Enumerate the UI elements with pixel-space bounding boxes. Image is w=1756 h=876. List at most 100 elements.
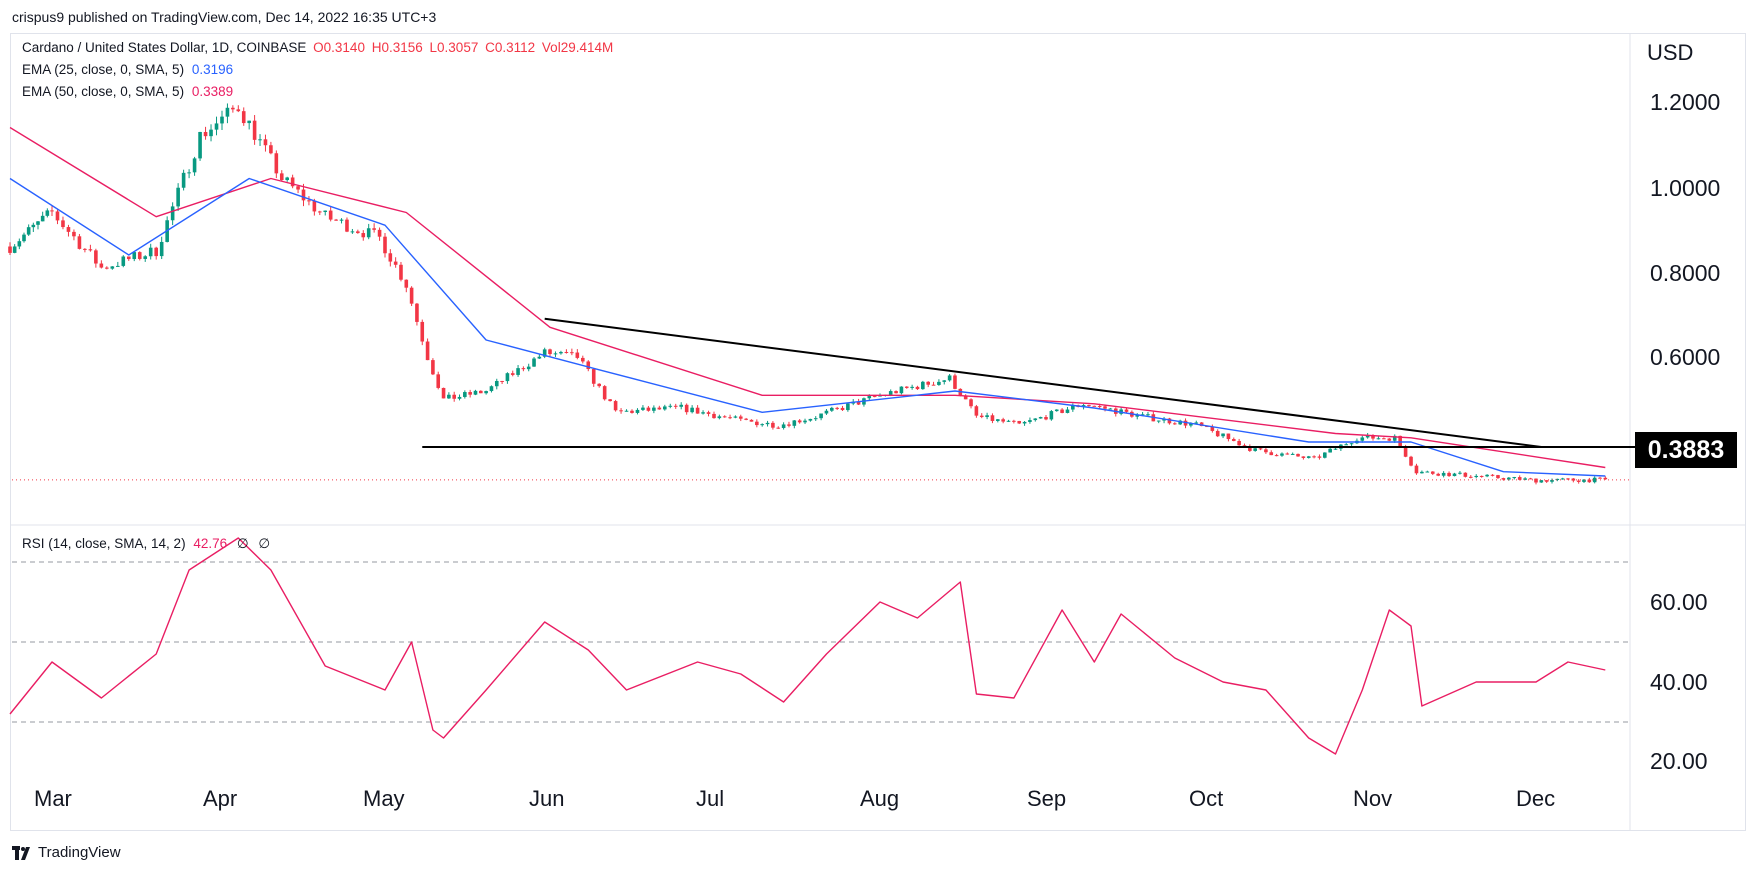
rsi-extra-2: ∅ xyxy=(258,536,271,551)
candle-body xyxy=(749,419,754,422)
candle-body xyxy=(542,349,547,357)
candle-body xyxy=(608,399,612,402)
candle-body xyxy=(867,396,872,399)
candle-body xyxy=(1539,480,1544,483)
candle-body xyxy=(744,418,748,420)
candle-body xyxy=(1178,420,1182,425)
candle-body xyxy=(388,253,393,262)
candle-body xyxy=(1452,473,1457,477)
candle-body xyxy=(1237,440,1241,446)
candle-body xyxy=(1033,418,1038,421)
candle-body xyxy=(307,200,311,202)
candle-body xyxy=(220,116,224,124)
candle-body xyxy=(1264,449,1268,453)
candle-body xyxy=(1534,478,1538,483)
candle-body xyxy=(247,120,251,124)
candle-body xyxy=(1167,418,1172,424)
symbol-legend: Cardano / United States Dollar, 1D, COIN… xyxy=(22,40,613,55)
candle-body xyxy=(586,361,591,370)
candle-body xyxy=(505,373,510,382)
candle-body xyxy=(393,261,398,265)
candle-body xyxy=(1146,414,1150,416)
candle-body xyxy=(399,264,403,280)
candle-body xyxy=(646,407,651,411)
candle-body xyxy=(1592,477,1597,483)
candle-body xyxy=(792,420,797,426)
candle-body xyxy=(356,231,360,234)
candle-body xyxy=(835,407,839,409)
candle-body xyxy=(657,407,662,410)
candle-body xyxy=(1103,406,1107,409)
candle-body xyxy=(1323,452,1327,458)
chart-frame xyxy=(10,33,1746,831)
candle-body xyxy=(1398,435,1402,447)
candle-body xyxy=(105,267,109,269)
candle-body xyxy=(1140,414,1145,416)
candle-body xyxy=(425,341,430,361)
candle-body xyxy=(1458,472,1462,474)
candle-body xyxy=(899,386,904,394)
candle-body xyxy=(409,287,414,304)
candle-body xyxy=(733,416,738,418)
candle-body xyxy=(1587,479,1592,483)
candle-body xyxy=(532,358,536,367)
candle-body xyxy=(1065,409,1070,413)
candle-body xyxy=(1544,480,1549,482)
candle-body xyxy=(1317,456,1322,458)
candle-body xyxy=(695,407,700,414)
candle-body xyxy=(318,211,322,213)
candle-body xyxy=(187,172,191,174)
tradingview-brand[interactable]: TradingView xyxy=(12,844,121,861)
candle-body xyxy=(436,374,441,388)
tradingview-logo-icon xyxy=(12,845,32,860)
candle-body xyxy=(31,224,36,228)
rsi-tick-label: 60.00 xyxy=(1650,589,1708,615)
candle-body xyxy=(894,391,898,394)
candle-body xyxy=(1414,465,1419,474)
candle-body xyxy=(301,189,306,201)
candle-body xyxy=(1501,478,1506,480)
candle-body xyxy=(1306,456,1311,458)
rsi-label: RSI (14, close, SMA, 14, 2) xyxy=(22,536,186,551)
candle-body xyxy=(1253,448,1257,451)
descending-trendline xyxy=(544,317,1542,448)
candle-body xyxy=(1376,438,1381,440)
candle-body xyxy=(72,231,76,237)
candle-body xyxy=(22,234,26,242)
candle-body xyxy=(12,246,17,253)
candle-body xyxy=(953,375,957,389)
candle-body xyxy=(468,392,472,395)
ema25-legend: EMA (25, close, 0, SMA, 5) 0.3196 xyxy=(22,62,233,77)
candle-body xyxy=(1258,448,1263,450)
candle-body xyxy=(463,392,467,397)
ema50-label: EMA (50, close, 0, SMA, 5) xyxy=(22,84,185,99)
candle-body xyxy=(679,404,683,407)
volume-value: Vol29.414M xyxy=(541,40,614,55)
candle-body xyxy=(706,412,711,414)
candle-body xyxy=(1360,437,1365,441)
candle-body xyxy=(728,417,732,419)
open-value: O0.3140 xyxy=(313,40,365,55)
candle-body xyxy=(765,422,770,425)
candle-body xyxy=(722,416,727,418)
candle-body xyxy=(40,215,45,222)
candle-body xyxy=(760,424,764,426)
candle-body xyxy=(77,236,82,249)
candle-body xyxy=(1060,409,1064,413)
candle-body xyxy=(813,418,818,420)
candle-body xyxy=(26,227,31,235)
candle-body xyxy=(350,231,355,233)
candle-body xyxy=(1242,445,1247,447)
low-value: L0.3057 xyxy=(429,40,479,55)
candle-body xyxy=(479,390,483,394)
candle-body xyxy=(94,250,98,264)
x-tick-apr: Apr xyxy=(203,786,238,811)
candle-body xyxy=(457,396,462,399)
candle-body xyxy=(404,279,409,288)
candle-body xyxy=(652,407,656,411)
candle-body xyxy=(990,415,995,421)
candle-body xyxy=(1087,405,1091,407)
candle-body xyxy=(452,394,456,399)
y-tick-label: 0.8000 xyxy=(1650,260,1721,286)
